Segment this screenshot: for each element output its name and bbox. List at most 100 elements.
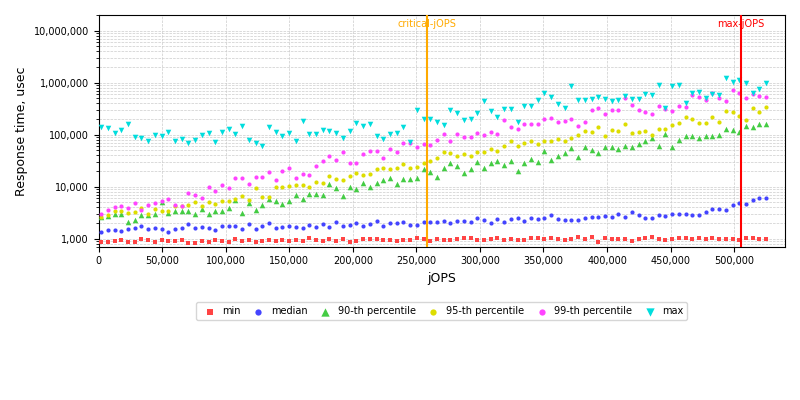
median (242, 221, 255, 228)
max (518, 103, 530, 109)
max (149, 132, 162, 139)
90-th percentile (383, 174, 396, 181)
90-th percentile (538, 148, 551, 154)
99-th percentile (726, 87, 739, 93)
99-th percentile (290, 174, 302, 181)
min (397, 237, 410, 244)
median (175, 225, 188, 232)
median (282, 223, 295, 229)
min (383, 237, 396, 243)
max (686, 90, 698, 96)
min (108, 238, 121, 244)
99-th percentile (618, 95, 631, 102)
95-th percentile (484, 145, 497, 152)
median (706, 206, 719, 212)
max (404, 139, 417, 145)
min (370, 236, 383, 242)
99-th percentile (545, 114, 558, 121)
95-th percentile (236, 193, 249, 200)
95-th percentile (693, 120, 706, 126)
99-th percentile (94, 210, 107, 217)
99-th percentile (417, 141, 430, 147)
95-th percentile (740, 116, 753, 123)
min (310, 237, 322, 243)
99-th percentile (410, 144, 423, 150)
95-th percentile (256, 194, 269, 201)
min (740, 235, 753, 242)
99-th percentile (598, 111, 611, 118)
median (424, 218, 437, 225)
Y-axis label: Response time, usec: Response time, usec (15, 66, 28, 196)
max (282, 130, 295, 137)
max (350, 120, 362, 126)
95-th percentile (189, 199, 202, 206)
max (606, 97, 618, 104)
95-th percentile (229, 196, 242, 202)
max (699, 94, 712, 101)
max (659, 104, 672, 111)
max (572, 97, 585, 103)
min (693, 235, 706, 241)
95-th percentile (646, 132, 658, 138)
90-th percentile (652, 143, 665, 150)
median (229, 223, 242, 229)
median (222, 223, 235, 229)
95-th percentile (316, 180, 329, 186)
90-th percentile (518, 160, 530, 166)
95-th percentile (330, 176, 342, 182)
99-th percentile (209, 188, 222, 194)
min (337, 236, 350, 243)
99-th percentile (612, 107, 625, 114)
95-th percentile (471, 149, 484, 155)
90-th percentile (115, 210, 128, 217)
max (162, 129, 174, 135)
max (363, 121, 376, 128)
90-th percentile (276, 200, 289, 207)
median (572, 216, 585, 223)
max (189, 136, 202, 143)
95-th percentile (753, 109, 766, 115)
max (310, 131, 322, 137)
90-th percentile (102, 212, 114, 219)
95-th percentile (108, 208, 121, 214)
min (189, 239, 202, 246)
95-th percentile (175, 202, 188, 209)
90-th percentile (270, 198, 282, 204)
95-th percentile (713, 119, 726, 126)
median (276, 224, 289, 230)
median (531, 215, 544, 222)
max (216, 128, 229, 135)
min (679, 235, 692, 242)
95-th percentile (545, 138, 558, 144)
99-th percentile (135, 206, 148, 213)
median (270, 225, 282, 231)
median (249, 226, 262, 232)
median (357, 223, 370, 230)
95-th percentile (182, 202, 195, 208)
90-th percentile (330, 185, 342, 191)
median (753, 195, 766, 201)
95-th percentile (209, 201, 222, 208)
min (545, 235, 558, 241)
median (189, 225, 202, 232)
median (726, 202, 739, 209)
90-th percentile (471, 159, 484, 165)
min (525, 235, 538, 241)
95-th percentile (578, 128, 591, 134)
min (316, 238, 329, 244)
min (256, 238, 269, 244)
95-th percentile (652, 126, 665, 132)
90-th percentile (182, 208, 195, 214)
90-th percentile (626, 144, 638, 150)
median (404, 222, 417, 228)
90-th percentile (585, 147, 598, 154)
median (430, 218, 443, 225)
max (618, 93, 631, 100)
min (169, 238, 182, 244)
95-th percentile (632, 129, 645, 136)
min (417, 236, 430, 242)
90-th percentile (282, 198, 295, 204)
max (229, 131, 242, 137)
min (458, 235, 470, 241)
min (511, 237, 524, 244)
